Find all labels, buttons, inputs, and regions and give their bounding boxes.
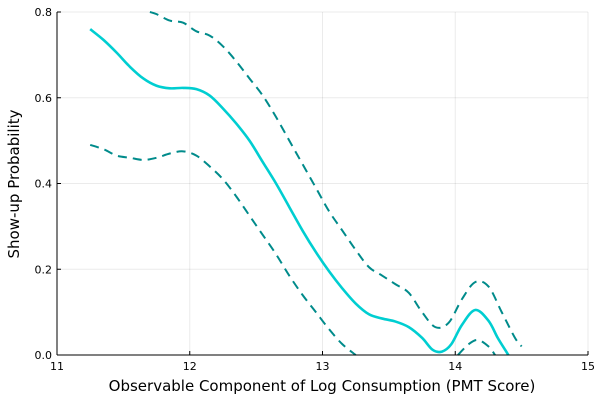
x-tick-label: 13 [316,360,330,373]
y-axis-title: Show-up Probability [5,109,23,258]
x-tick-label: 14 [448,360,462,373]
x-tick-label: 11 [50,360,64,373]
y-tick-label: 0.8 [35,6,53,19]
x-axis-title: Observable Component of Log Consumption … [109,377,536,395]
y-tick-label: 0.6 [35,92,53,105]
axes [56,11,589,356]
series-layer [89,11,523,356]
tick-labels: 11 12 13 14 15 0.0 0.2 0.4 0.6 0.8 [35,6,596,373]
x-tick-label: 15 [581,360,595,373]
y-tick-label: 0.4 [35,178,53,191]
lower-band-line [89,143,357,356]
x-tick-label: 12 [183,360,197,373]
upper-band-line [149,11,523,348]
y-tick-label: 0.0 [35,349,53,362]
y-tick-label: 0.2 [35,263,53,276]
estimate-line [89,28,510,356]
